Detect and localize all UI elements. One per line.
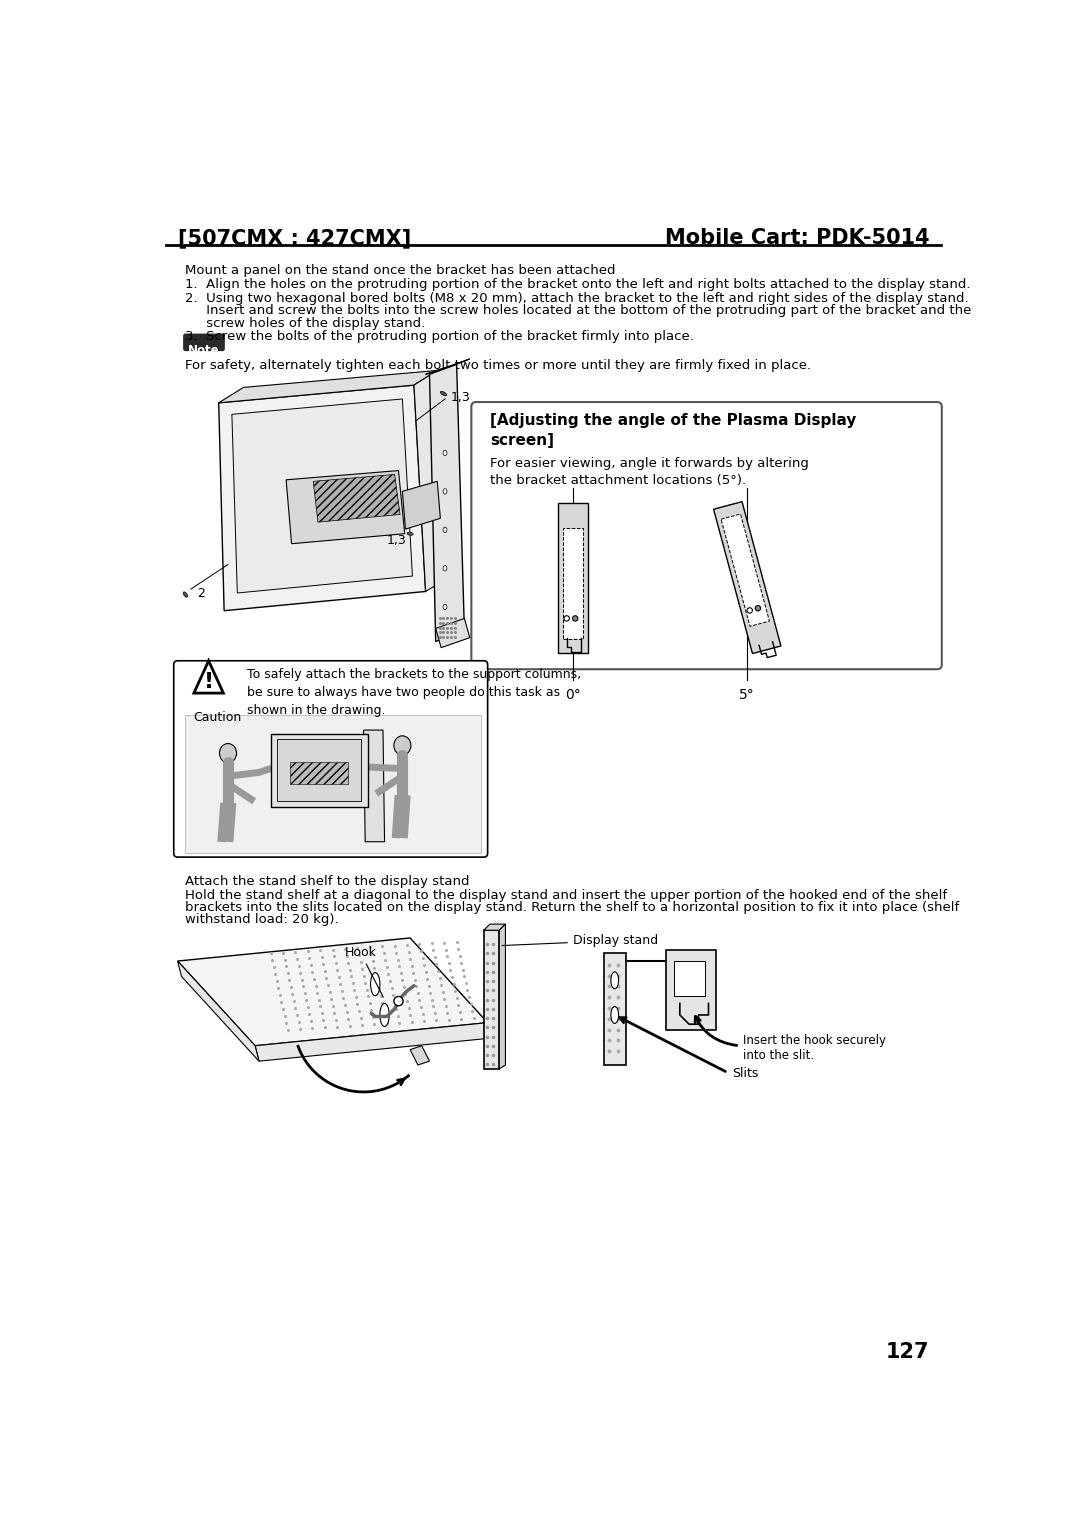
Polygon shape (484, 924, 505, 931)
Text: Hook: Hook (345, 946, 383, 998)
Ellipse shape (394, 736, 410, 755)
Ellipse shape (219, 744, 237, 762)
Text: Attach the stand shelf to the display stand: Attach the stand shelf to the display st… (186, 876, 470, 888)
Text: 2: 2 (197, 587, 205, 601)
Polygon shape (430, 364, 464, 642)
Polygon shape (286, 471, 405, 544)
Text: Insert and screw the bolts into the screw holes located at the bottom of the pro: Insert and screw the bolts into the scre… (186, 304, 972, 318)
Polygon shape (403, 481, 441, 529)
Text: brackets into the slits located on the display stand. Return the shelf to a hori: brackets into the slits located on the d… (186, 902, 960, 914)
Polygon shape (410, 1045, 430, 1065)
Text: [Adjusting the angle of the Plasma Display
screen]: [Adjusting the angle of the Plasma Displ… (490, 413, 856, 448)
Polygon shape (714, 501, 781, 654)
Polygon shape (426, 359, 470, 374)
Polygon shape (194, 660, 224, 694)
Ellipse shape (407, 532, 414, 535)
Polygon shape (604, 953, 625, 1065)
Polygon shape (255, 1022, 491, 1060)
Ellipse shape (443, 489, 447, 494)
Ellipse shape (747, 608, 753, 613)
Polygon shape (666, 949, 716, 1030)
Polygon shape (276, 740, 362, 801)
Ellipse shape (443, 604, 447, 610)
Polygon shape (177, 938, 488, 1045)
Bar (558, 503, 588, 652)
Polygon shape (414, 370, 449, 591)
Polygon shape (218, 385, 426, 611)
FancyBboxPatch shape (174, 660, 488, 857)
Polygon shape (232, 399, 413, 593)
Ellipse shape (441, 391, 446, 396)
Polygon shape (674, 961, 704, 996)
Polygon shape (291, 762, 348, 784)
Polygon shape (499, 924, 505, 1070)
Polygon shape (177, 961, 259, 1060)
FancyBboxPatch shape (471, 402, 942, 669)
Text: 2.  Using two hexagonal bored bolts (M8 x 20 mm), attach the bracket to the left: 2. Using two hexagonal bored bolts (M8 x… (186, 292, 969, 306)
Ellipse shape (380, 1004, 389, 1027)
Text: To safely attach the brackets to the support columns,
be sure to always have two: To safely attach the brackets to the sup… (247, 668, 581, 718)
Ellipse shape (370, 973, 380, 996)
Text: Hold the stand shelf at a diagonal to the display stand and insert the upper por: Hold the stand shelf at a diagonal to th… (186, 889, 947, 902)
Ellipse shape (443, 451, 447, 455)
Text: Mobile Cart: PDK-5014: Mobile Cart: PDK-5014 (665, 228, 930, 248)
Polygon shape (271, 733, 367, 807)
Text: Slits: Slits (732, 1068, 758, 1080)
Ellipse shape (611, 1007, 619, 1024)
Text: Mount a panel on the stand once the bracket has been attached: Mount a panel on the stand once the brac… (186, 264, 616, 277)
FancyBboxPatch shape (184, 335, 225, 350)
Ellipse shape (443, 527, 447, 533)
Polygon shape (721, 513, 769, 626)
Text: !: ! (203, 672, 214, 692)
Text: For easier viewing, angle it forwards by altering
the bracket attachment locatio: For easier viewing, angle it forwards by… (490, 457, 809, 487)
Text: Display stand: Display stand (502, 934, 658, 947)
Ellipse shape (611, 972, 619, 989)
Ellipse shape (394, 996, 403, 1005)
Text: [507CMX : 427CMX]: [507CMX : 427CMX] (177, 228, 410, 248)
Ellipse shape (755, 605, 760, 611)
Bar (563, 527, 583, 639)
Text: Note: Note (188, 344, 220, 356)
Text: 1,3: 1,3 (450, 391, 470, 405)
Text: Insert the hook securely
into the slit.: Insert the hook securely into the slit. (743, 1034, 887, 1062)
Text: 5°: 5° (740, 688, 755, 701)
Polygon shape (218, 370, 437, 403)
Polygon shape (484, 931, 499, 1070)
Text: 1,3: 1,3 (387, 535, 407, 547)
Text: 0°: 0° (565, 688, 581, 701)
Polygon shape (313, 474, 400, 523)
Ellipse shape (443, 565, 447, 571)
Text: 1.  Align the holes on the protruding portion of the bracket onto the left and r: 1. Align the holes on the protruding por… (186, 278, 971, 290)
Polygon shape (435, 619, 470, 648)
Polygon shape (364, 730, 384, 842)
Text: 127: 127 (886, 1342, 930, 1361)
Ellipse shape (184, 591, 188, 597)
Text: withstand load: 20 kg).: withstand load: 20 kg). (186, 914, 339, 926)
Text: 3.  Screw the bolts of the protruding portion of the bracket firmly into place.: 3. Screw the bolts of the protruding por… (186, 330, 694, 344)
Text: screw holes of the display stand.: screw holes of the display stand. (186, 316, 426, 330)
Bar (186, 715, 482, 853)
Text: For safety, alternately tighten each bolt two times or more until they are firml: For safety, alternately tighten each bol… (186, 359, 811, 371)
Ellipse shape (572, 616, 578, 620)
Text: Caution: Caution (193, 711, 241, 724)
Ellipse shape (564, 616, 569, 620)
